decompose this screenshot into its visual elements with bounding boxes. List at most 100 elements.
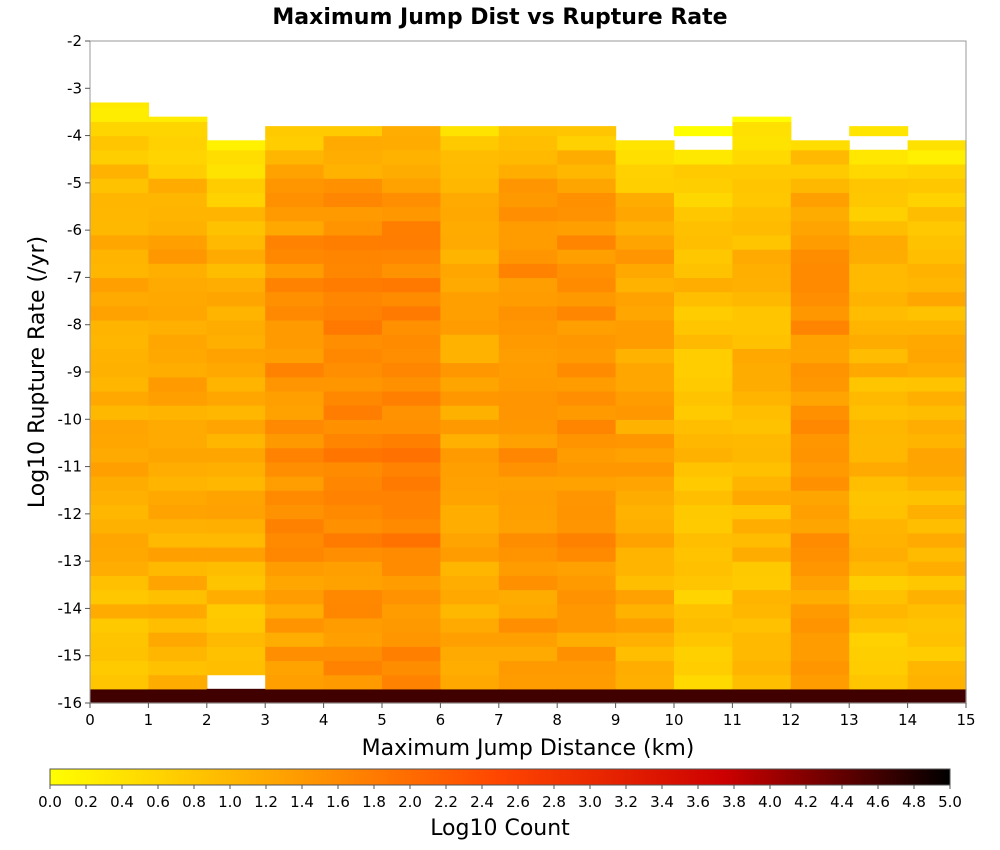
heatmap-cell <box>732 476 792 491</box>
heatmap-cell <box>498 447 558 463</box>
heatmap-cell <box>615 277 675 293</box>
heatmap-cell <box>148 447 208 463</box>
heatmap-cell <box>732 561 792 576</box>
heatmap-cell <box>849 192 909 208</box>
heatmap-cell <box>674 390 733 406</box>
heatmap-cell <box>849 632 909 647</box>
heatmap-cell <box>382 447 441 463</box>
heatmap-cell <box>90 362 149 378</box>
heatmap-cell <box>265 163 325 179</box>
heatmap-cell <box>440 334 500 349</box>
heatmap-cell <box>206 178 266 193</box>
heatmap-cell <box>790 660 850 676</box>
heatmap-cell <box>206 603 266 619</box>
heatmap-cell <box>498 405 558 420</box>
heatmap-cell <box>674 603 733 619</box>
heatmap-cell <box>440 220 500 236</box>
heatmap-cell <box>849 532 909 548</box>
heatmap-cell <box>732 405 792 420</box>
heatmap-cell <box>907 575 967 591</box>
heatmap-cell <box>732 617 792 633</box>
heatmap-cell <box>732 206 792 222</box>
heatmap-cell <box>498 589 558 605</box>
heatmap-cell <box>674 490 733 505</box>
heatmap-cell <box>615 561 675 576</box>
heatmap-cell <box>265 490 325 505</box>
heatmap-cell <box>849 163 909 179</box>
heatmap-cell <box>206 490 266 505</box>
heatmap-cell <box>557 334 617 349</box>
heatmap-cell <box>323 461 383 477</box>
heatmap-cell <box>265 632 325 647</box>
heatmap-cell <box>732 546 792 562</box>
heatmap-cell <box>849 419 909 435</box>
heatmap-cell <box>557 433 617 449</box>
heatmap-cell <box>790 433 850 449</box>
heatmap-cell <box>265 405 325 420</box>
heatmap-cell <box>265 249 325 264</box>
heatmap-cell <box>674 476 733 491</box>
heatmap-cell <box>90 348 149 364</box>
heatmap-cell <box>498 178 558 193</box>
heatmap-cell <box>907 178 967 193</box>
heatmap-cell <box>90 107 149 122</box>
heatmap-cell <box>674 504 733 520</box>
colorbar <box>49 768 951 786</box>
heatmap-cell <box>557 589 617 605</box>
heatmap-cell <box>732 688 792 704</box>
heatmap-cell <box>265 234 325 250</box>
heatmap-cell <box>265 603 325 619</box>
heatmap-cell <box>323 532 383 548</box>
heatmap-cell <box>732 135 792 151</box>
heatmap-cell <box>498 334 558 349</box>
heatmap-cell <box>206 149 266 165</box>
heatmap-cell <box>440 234 500 250</box>
heatmap-cell <box>907 390 967 406</box>
heatmap-cell <box>148 504 208 520</box>
heatmap-cell <box>206 390 266 406</box>
heatmap-cell <box>382 234 441 250</box>
heatmap-cell <box>382 126 441 137</box>
heatmap-cells <box>90 102 967 704</box>
heatmap-cell <box>674 234 733 250</box>
heatmap-cell <box>148 178 208 193</box>
heatmap-cell <box>732 419 792 435</box>
colorbar-tick-label: 1.4 <box>290 793 314 811</box>
x-tick-label: 1 <box>144 711 154 729</box>
heatmap-cell <box>382 135 441 151</box>
heatmap-cell <box>498 490 558 505</box>
heatmap-cell <box>323 646 383 662</box>
heatmap-cell <box>382 220 441 236</box>
heatmap-cell <box>849 490 909 505</box>
heatmap-cell <box>323 688 383 704</box>
heatmap-cell <box>148 632 208 647</box>
heatmap-cell <box>498 504 558 520</box>
heatmap-cell <box>674 405 733 420</box>
heatmap-cell <box>849 376 909 392</box>
heatmap-cell <box>674 178 733 193</box>
heatmap-cell <box>790 192 850 208</box>
y-tick-label: -10 <box>58 410 83 428</box>
heatmap-cell <box>148 348 208 364</box>
heatmap-cell <box>206 362 266 378</box>
y-tick-label: -16 <box>58 694 83 712</box>
heatmap-cell <box>148 220 208 236</box>
heatmap-cell <box>382 461 441 477</box>
heatmap-cell <box>790 447 850 463</box>
heatmap-cell <box>382 305 441 321</box>
heatmap-cell <box>90 376 149 392</box>
heatmap-cell <box>323 575 383 591</box>
heatmap-cell <box>382 589 441 605</box>
heatmap-cell <box>849 603 909 619</box>
heatmap-cell <box>382 376 441 392</box>
heatmap-cell <box>498 135 558 151</box>
heatmap-cell <box>732 646 792 662</box>
heatmap-cell <box>790 674 850 690</box>
heatmap-cell <box>148 589 208 605</box>
heatmap-cell <box>557 376 617 392</box>
heatmap-cell <box>498 390 558 406</box>
heatmap-cell <box>440 206 500 222</box>
heatmap-cell <box>849 646 909 662</box>
heatmap-cell <box>498 234 558 250</box>
heatmap-cell <box>790 277 850 293</box>
